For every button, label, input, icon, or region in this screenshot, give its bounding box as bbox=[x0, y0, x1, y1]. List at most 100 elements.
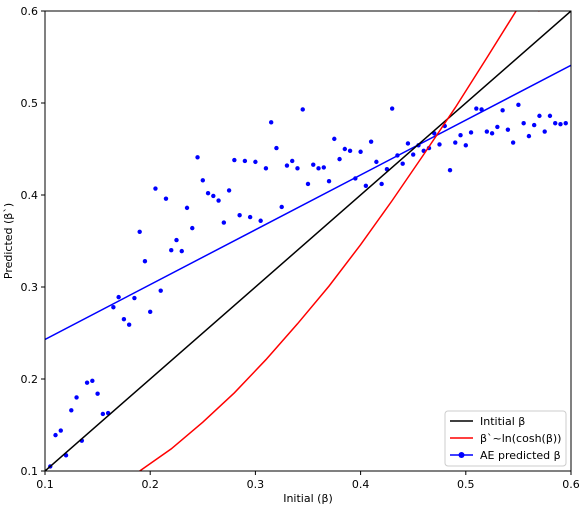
series-ae-point bbox=[137, 229, 142, 234]
series-ae-point bbox=[411, 152, 416, 157]
series-ae-point bbox=[374, 159, 379, 165]
series-ae-point bbox=[500, 108, 505, 113]
series-ae-point bbox=[300, 107, 305, 112]
series-ae-point bbox=[437, 142, 442, 147]
series-ae-point bbox=[190, 225, 195, 231]
series-ae-point bbox=[400, 161, 405, 166]
series-ae-point bbox=[531, 122, 537, 128]
series-ae-point bbox=[558, 121, 563, 127]
series-ae-point bbox=[326, 179, 332, 184]
series-ae-point bbox=[368, 139, 374, 144]
series-ae-point bbox=[305, 181, 311, 187]
series-ae-point bbox=[358, 149, 363, 154]
series-ae-point bbox=[495, 124, 500, 130]
series-ae-point bbox=[284, 163, 290, 168]
series-ae-point bbox=[468, 130, 474, 135]
series-ae-point bbox=[279, 204, 284, 210]
series-ae-point bbox=[347, 148, 353, 154]
series-ae-point bbox=[537, 113, 542, 119]
series-ae-point bbox=[163, 196, 169, 201]
series-ae-point bbox=[232, 157, 237, 163]
series-ae-point bbox=[132, 295, 137, 301]
series-ae-point bbox=[321, 165, 326, 170]
series-ae-point bbox=[395, 153, 400, 158]
series-ae-point bbox=[247, 214, 253, 220]
series-ae-point bbox=[453, 140, 458, 145]
series-ae-point bbox=[389, 106, 395, 111]
y-axis-label: Predicted (β`) bbox=[2, 203, 15, 279]
series-ae-point bbox=[316, 166, 321, 171]
series-ae-point bbox=[174, 237, 179, 243]
series-ae-point bbox=[463, 143, 468, 148]
series-ae-point bbox=[447, 167, 453, 173]
series-ae-point bbox=[53, 432, 58, 438]
series-ae-point bbox=[142, 259, 148, 264]
series-ae-point bbox=[184, 205, 190, 211]
series-lncosh-curve bbox=[139, 11, 540, 471]
series-ae-point bbox=[526, 133, 532, 139]
series-ae-point bbox=[121, 317, 127, 322]
x-tick-label: 0.6 bbox=[562, 478, 580, 491]
series-ae-point bbox=[221, 220, 227, 225]
series-ae-point bbox=[58, 428, 63, 433]
series-ae-point bbox=[295, 166, 300, 171]
series-ae-point bbox=[353, 176, 358, 181]
series-ae-point bbox=[216, 198, 221, 203]
y-tick-label: 0.4 bbox=[21, 189, 39, 202]
series-ae-point bbox=[205, 190, 211, 196]
series-ae-point bbox=[547, 113, 553, 119]
y-tick-label: 0.3 bbox=[21, 281, 39, 294]
series-ae-point bbox=[148, 309, 153, 315]
series-ae-point bbox=[253, 159, 258, 165]
series-ae-fit-line bbox=[45, 64, 571, 341]
series-ae-point bbox=[379, 181, 384, 187]
series-ae-point bbox=[274, 145, 279, 151]
series-ae-point bbox=[179, 248, 184, 254]
series-ae-point bbox=[237, 213, 242, 218]
series-ae-point bbox=[521, 121, 526, 126]
series-ae-point bbox=[484, 129, 490, 134]
legend-label-lncosh: β`~ln(cosh(β)) bbox=[480, 432, 561, 445]
x-tick-label: 0.2 bbox=[141, 478, 159, 491]
legend-label-ae: AE predicted β bbox=[480, 449, 561, 462]
series-ae-point bbox=[290, 158, 295, 164]
series-ae-point bbox=[126, 322, 132, 327]
legend-marker-ae bbox=[458, 452, 465, 458]
x-tick-label: 0.3 bbox=[247, 478, 265, 491]
series-ae-point bbox=[405, 141, 411, 146]
series-ae-point bbox=[158, 288, 163, 293]
y-tick-label: 0.1 bbox=[21, 465, 39, 478]
series-ae-point bbox=[311, 162, 316, 167]
series-ae-point bbox=[211, 193, 216, 199]
y-tick-label: 0.6 bbox=[21, 5, 39, 18]
series-ae-point bbox=[195, 155, 200, 160]
series-ae-point bbox=[505, 127, 511, 132]
series-ae-point bbox=[69, 408, 74, 413]
plot-area bbox=[45, 11, 571, 471]
x-tick-label: 0.5 bbox=[457, 478, 475, 491]
series-ae-point bbox=[90, 378, 95, 384]
series-ae-point bbox=[458, 133, 463, 138]
series-ae-point bbox=[479, 107, 484, 112]
legend-label-initial: Intitial β bbox=[480, 415, 525, 428]
series-ae-point bbox=[258, 218, 263, 223]
x-tick-label: 0.4 bbox=[352, 478, 370, 491]
series-ae-point bbox=[263, 166, 269, 171]
series-ae-point bbox=[95, 391, 100, 396]
series-ae-point bbox=[226, 188, 232, 193]
series-ae-point bbox=[474, 106, 479, 111]
y-tick-label: 0.2 bbox=[21, 373, 39, 386]
series-ae-point bbox=[516, 102, 521, 108]
legend-box bbox=[444, 410, 567, 467]
axes-frame bbox=[44, 10, 572, 472]
legend: Intitial β β`~ln(cosh(β)) AE predicted β bbox=[444, 410, 567, 467]
series-ae-point bbox=[169, 248, 174, 253]
series-ae-point bbox=[510, 140, 516, 145]
series-ae-point bbox=[116, 294, 121, 300]
series-ae-point bbox=[84, 380, 90, 385]
y-tick-label: 0.5 bbox=[21, 97, 39, 110]
series-ae-point bbox=[337, 156, 342, 162]
series-ae-point bbox=[100, 411, 106, 417]
series-ae-point bbox=[332, 136, 337, 142]
